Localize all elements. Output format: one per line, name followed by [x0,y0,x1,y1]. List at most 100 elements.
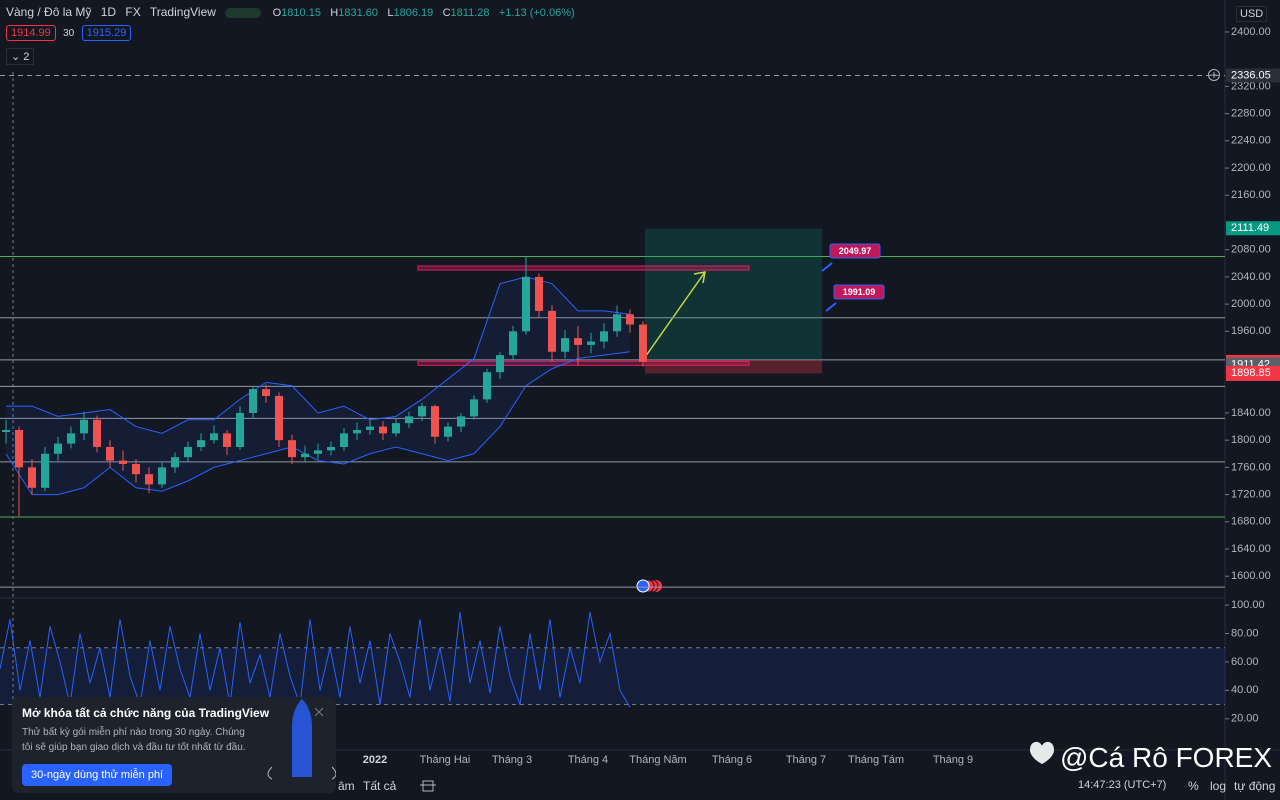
x-tick-label: Tháng 6 [712,754,752,766]
candle-body [223,433,231,447]
ask[interactable]: 1915.29 [81,25,132,41]
candle-body [249,389,257,413]
arrow [642,271,706,361]
price-badge [1226,365,1280,380]
y-tick-label: 2200.00 [1231,162,1271,174]
y-tick-label: 1800.00 [1231,434,1271,446]
range-partial[interactable]: âm [338,779,355,793]
candle-body [28,467,36,488]
symbol: Vàng / Đô la Mỹ [6,5,92,19]
bid[interactable]: 1914.99 [6,25,56,41]
percent-toggle[interactable]: % [1188,779,1199,793]
x-tick-label: Tháng 7 [786,754,826,766]
y-tick-label: 1600.00 [1231,570,1271,582]
popup-body: Thử bất kỳ gói miễn phí nào trong 30 ngà… [22,727,246,753]
y-tick-label: 1720.00 [1231,488,1271,500]
candle-body [275,395,283,441]
candle-body [301,453,309,458]
oscillator-line [0,612,631,708]
exchange: FX [125,5,141,19]
candle-body [236,412,244,447]
currency[interactable]: USD [1236,6,1268,22]
candle-body [444,426,452,437]
close: 1811.28 [450,7,490,19]
candle-body [431,406,439,437]
candle-body [119,460,127,464]
candle-body [496,355,504,373]
callout-label: 1991.09 [843,287,876,297]
log-toggle[interactable]: log [1210,779,1227,793]
candle-body [158,467,166,485]
y-tick-label: 2240.00 [1231,135,1271,147]
candle-body [366,426,374,430]
source: TradingView [149,5,216,19]
indicator-count: 2 [23,51,30,63]
price-badge [1226,68,1280,83]
event-markers [636,579,662,593]
c-label: C [442,7,451,19]
x-tick-label: Tháng 3 [492,754,532,766]
arrow-head [693,271,706,284]
callout-pointer [821,262,833,272]
candle-body [80,419,88,434]
zone [417,360,750,366]
y-tick-label: 20.00 [1231,713,1259,725]
change: +1.13 (+0.06%) [498,7,575,19]
band-fill [6,276,630,495]
candle-body [288,440,296,458]
candle-body [67,433,75,444]
y-tick-label: 2080.00 [1231,244,1271,256]
clock: 14:47:23 (UTC+7) [1078,779,1167,791]
y-tick-label: 1680.00 [1231,516,1271,528]
x-tick-label: Tháng Tám [848,754,904,766]
candle-body [262,389,270,396]
high: 1831.60 [338,7,378,19]
range-all[interactable]: Tất cả [363,779,397,793]
y-tick-label: 100.00 [1231,599,1265,611]
price-badge-label: 2111.49 [1231,222,1269,234]
trial-button[interactable]: 30-ngày dùng thử miễn phí [22,764,173,786]
y-tick-label: 2280.00 [1231,108,1271,120]
candle-body [379,426,387,434]
price-badge-label: 2336.05 [1231,69,1271,81]
candle-body [470,399,478,417]
candle-body [600,331,608,342]
callout-pointer [825,302,837,312]
candle-body [587,341,595,345]
candle-body [171,457,179,468]
y-tick-label: 2160.00 [1231,189,1271,201]
candle-body [418,406,426,417]
auto-toggle[interactable]: tự động [1234,779,1276,793]
calendar-icon[interactable] [420,780,436,792]
event-marker [636,579,650,593]
candle-body [327,446,335,451]
candle-body [626,314,634,325]
candle-body [145,474,153,485]
rocket [292,699,312,777]
indicator-toggle[interactable]: ⌄ 2 [6,48,35,65]
y-tick-label: 1640.00 [1231,543,1271,555]
candle-body [405,416,413,424]
trade-row: 1914.99 30 1915.29 [6,25,132,41]
interval[interactable]: 1D [100,5,117,19]
candle-body [483,372,491,400]
callout-box [829,243,881,259]
price-badge [1226,221,1280,236]
candle-body [340,433,348,447]
h-label: H [330,7,339,19]
x-tick-label: Tháng Hai [420,754,471,766]
close-icon[interactable] [314,707,324,717]
candle-body [210,433,218,441]
callout-label: 2049.97 [839,246,872,256]
candle-body [522,276,530,332]
candle-body [314,450,322,454]
y-tick-label: 2000.00 [1231,298,1271,310]
logo [1030,741,1054,764]
header: Vàng / Đô la Mỹ 1D FX TradingView O1810.… [6,5,581,19]
candle-body [2,429,10,433]
candle-body [93,419,101,447]
candle-body [457,416,465,427]
target-zone [645,228,822,360]
